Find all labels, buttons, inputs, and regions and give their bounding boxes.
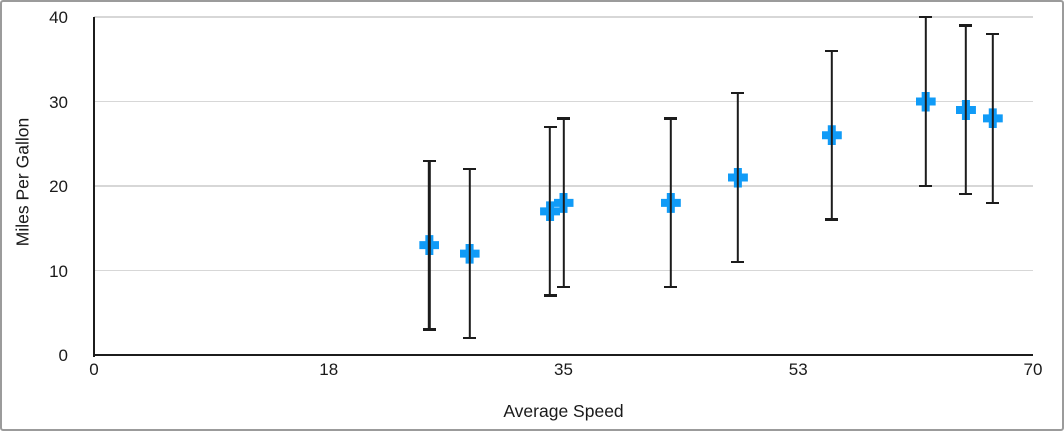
error-bar-cap bbox=[825, 49, 839, 53]
error-bar-cap bbox=[731, 92, 745, 95]
error-bar-cap bbox=[422, 159, 436, 163]
plot-area: 0 10 20 30 40 0 18 35 53 70 bbox=[49, 8, 1042, 379]
x-tick-label: 18 bbox=[319, 360, 339, 379]
error-bar-cap bbox=[557, 286, 570, 289]
error-bar-line bbox=[736, 93, 740, 263]
error-bar-cap bbox=[986, 201, 1000, 204]
error-bar-line bbox=[468, 169, 471, 339]
x-tick-label: 0 bbox=[89, 360, 99, 379]
x-tick-label: 53 bbox=[788, 360, 808, 379]
y-tick-label: 10 bbox=[49, 261, 68, 281]
error-bar-cap bbox=[919, 16, 933, 19]
error-bar-cap bbox=[463, 336, 477, 340]
error-bar-line bbox=[830, 50, 833, 220]
error-bar-cap bbox=[557, 117, 570, 120]
error-bar-cap bbox=[664, 286, 678, 289]
error-bar-cap bbox=[664, 117, 678, 120]
error-bar bbox=[664, 117, 678, 289]
x-tick-label: 70 bbox=[1023, 360, 1043, 379]
error-bar bbox=[986, 32, 1000, 204]
error-bar-cap bbox=[463, 168, 477, 171]
y-tick-label: 0 bbox=[58, 346, 68, 365]
error-bar-cap bbox=[919, 184, 933, 187]
gridline bbox=[94, 100, 1033, 103]
error-bar bbox=[825, 49, 839, 221]
error-bar bbox=[463, 168, 477, 340]
error-bar-cap bbox=[959, 24, 973, 27]
error-bar bbox=[422, 159, 436, 331]
error-bar-cap bbox=[543, 294, 557, 297]
error-bar-cap bbox=[543, 125, 557, 129]
error-bar bbox=[731, 92, 745, 264]
gridline bbox=[94, 16, 1033, 18]
error-bar-cap bbox=[731, 260, 745, 264]
error-bar bbox=[919, 16, 933, 187]
error-bar-cap bbox=[825, 218, 839, 221]
error-bar-line bbox=[991, 33, 994, 203]
x-tick-label: 35 bbox=[554, 360, 573, 379]
y-axis-line bbox=[92, 17, 95, 357]
y-tick-label: 40 bbox=[49, 8, 68, 27]
y-tick-label: 20 bbox=[49, 177, 68, 196]
error-bar-line bbox=[924, 17, 927, 186]
error-bar-line bbox=[428, 160, 431, 330]
y-tick-label: 30 bbox=[49, 92, 68, 112]
error-bar-line bbox=[964, 25, 968, 195]
error-bar-line bbox=[669, 118, 673, 288]
error-bar bbox=[557, 117, 570, 289]
error-bar-cap bbox=[986, 32, 1000, 36]
error-bar-line bbox=[548, 126, 552, 296]
error-bar-cap bbox=[959, 193, 973, 196]
error-bar-cap bbox=[422, 328, 436, 331]
x-axis-title: Average Speed bbox=[503, 401, 624, 421]
error-bar-line bbox=[562, 118, 565, 288]
error-bar bbox=[959, 24, 973, 196]
x-axis-line bbox=[92, 353, 1033, 356]
error-bar bbox=[543, 125, 557, 297]
